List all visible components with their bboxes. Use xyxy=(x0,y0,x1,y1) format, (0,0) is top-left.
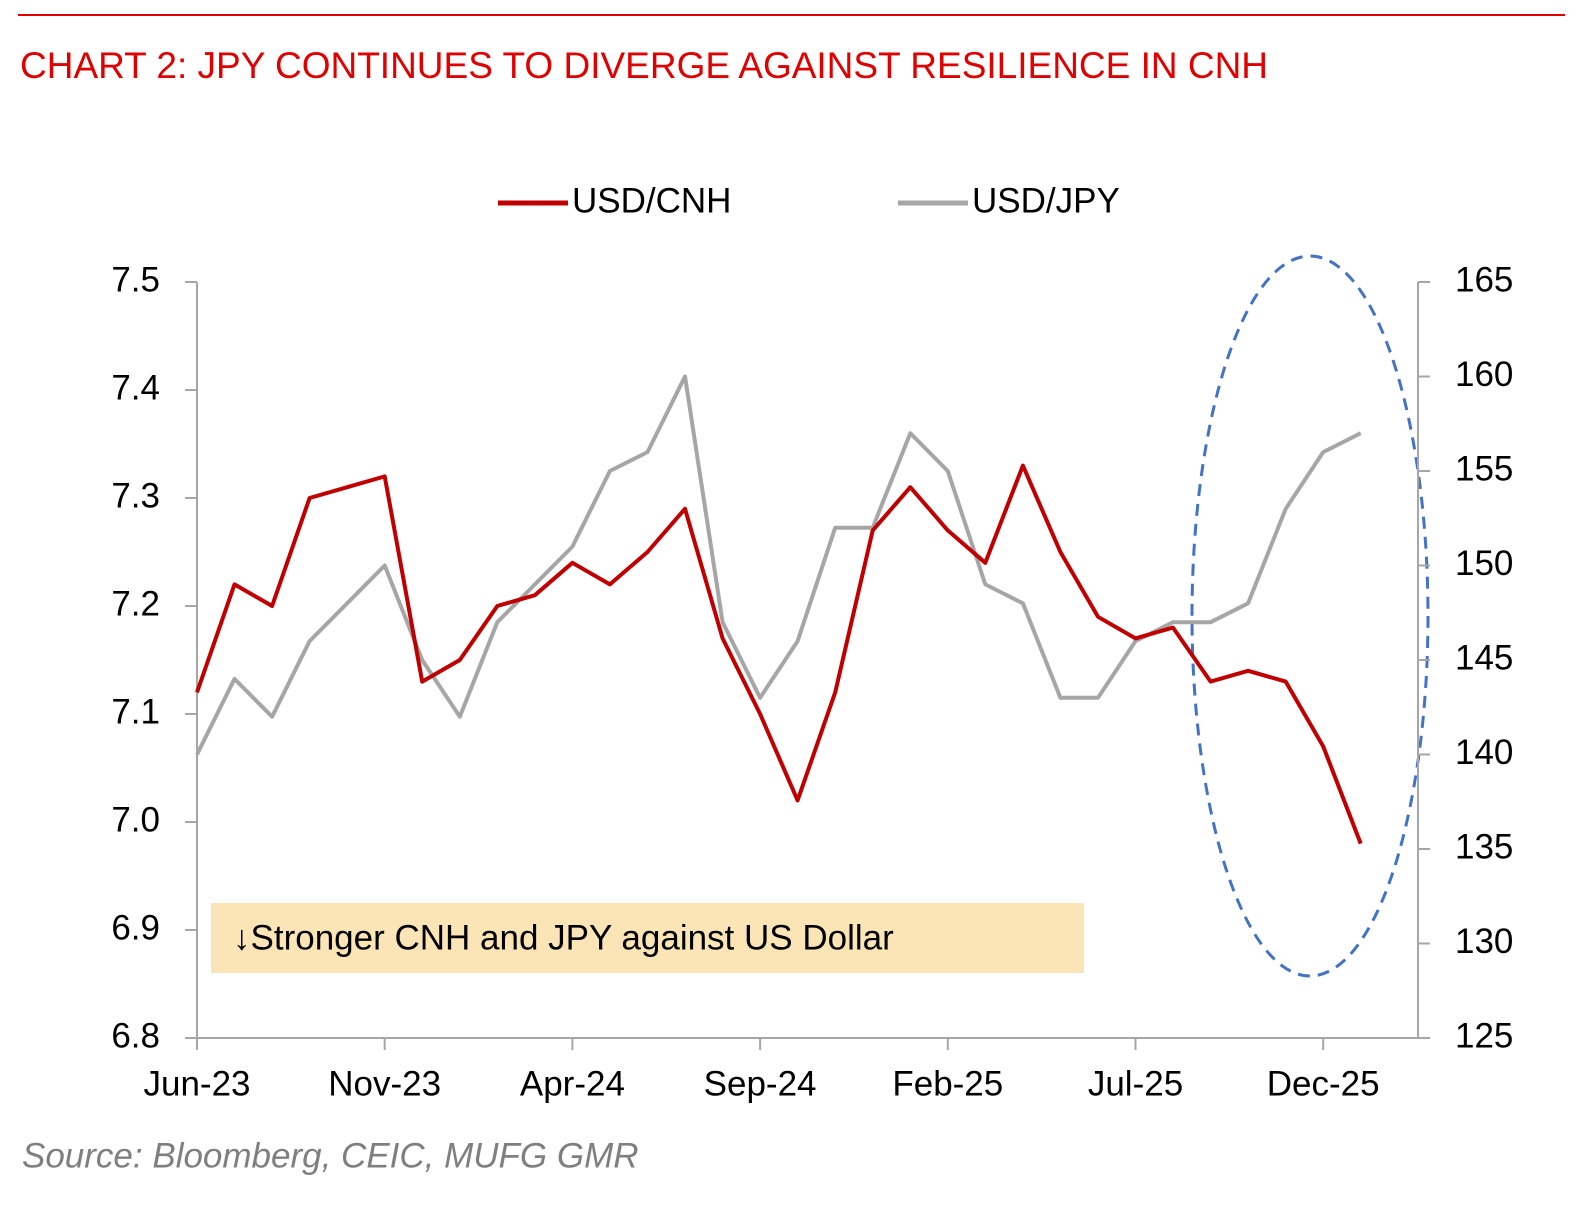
y-tick-label: 7.5 xyxy=(111,260,160,299)
x-tick-label: Apr-24 xyxy=(520,1064,625,1103)
y-tick-label: 7.0 xyxy=(111,800,160,839)
x-tick-label: Sep-24 xyxy=(704,1064,817,1103)
chart-title: CHART 2: JPY CONTINUES TO DIVERGE AGAINS… xyxy=(20,45,1268,86)
y2-tick-label: 165 xyxy=(1455,260,1513,299)
x-tick-label: Jun-23 xyxy=(143,1064,250,1103)
series-line xyxy=(195,374,1362,756)
y-tick-label: 7.4 xyxy=(111,368,160,407)
x-tick-label: Dec-25 xyxy=(1267,1064,1380,1103)
y2-tick-label: 125 xyxy=(1455,1016,1513,1055)
series-line xyxy=(195,463,1363,845)
y2-tick-label: 140 xyxy=(1455,733,1513,772)
x-tick-label: Feb-25 xyxy=(892,1064,1003,1103)
y2-tick-label: 160 xyxy=(1455,355,1513,394)
y2-tick-label: 145 xyxy=(1455,638,1513,677)
y-tick-label: 7.2 xyxy=(111,584,160,623)
y2-tick-label: 130 xyxy=(1455,922,1513,961)
y2-tick-label: 155 xyxy=(1455,449,1513,488)
source: Source: Bloomberg, CEIC, MUFG GMR xyxy=(22,1136,639,1175)
y2-tick-label: 150 xyxy=(1455,544,1513,583)
annotation-box xyxy=(211,903,1084,973)
x-tick-label: Nov-23 xyxy=(328,1064,441,1103)
x-tick-label: Jul-25 xyxy=(1088,1064,1183,1103)
y-tick-label: 6.8 xyxy=(111,1016,160,1055)
highlight-ellipse xyxy=(1190,254,1430,978)
y2-tick-label: 135 xyxy=(1455,827,1513,866)
legend-label: USD/CNH xyxy=(572,181,731,220)
legend-label: USD/JPY xyxy=(972,181,1120,220)
y-tick-label: 7.1 xyxy=(111,692,160,731)
annotation: ↓Stronger CNH and JPY against US Dollar xyxy=(233,918,894,957)
y-tick-label: 6.9 xyxy=(111,908,160,947)
y-tick-label: 7.3 xyxy=(111,476,160,515)
